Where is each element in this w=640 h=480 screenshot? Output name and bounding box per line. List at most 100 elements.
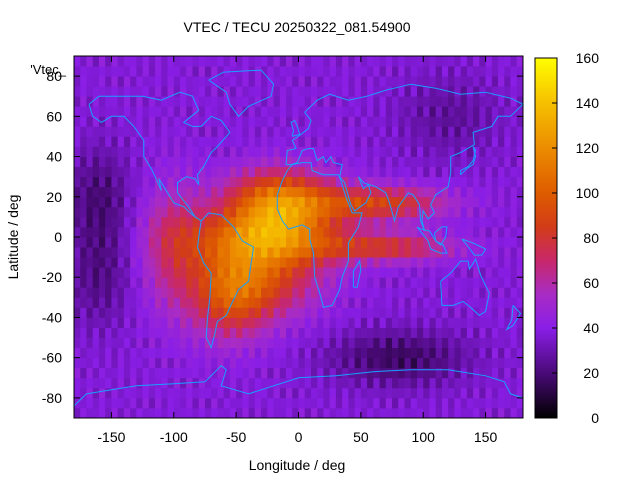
heatmap-cell [142, 247, 150, 258]
heatmap-cell [279, 237, 287, 248]
heatmap-cell [286, 327, 293, 338]
heatmap-cell [354, 146, 362, 157]
heatmap-cell [130, 136, 137, 147]
heatmap-cell [435, 397, 443, 409]
heatmap-cell [217, 66, 225, 77]
heatmap-cell [373, 96, 380, 107]
heatmap-cell [292, 126, 299, 137]
heatmap-cell [148, 407, 156, 419]
heatmap-cell [304, 377, 312, 389]
heatmap-cell [348, 86, 356, 97]
heatmap-cell [473, 347, 480, 359]
heatmap-cell [136, 277, 143, 288]
heatmap-cell [198, 86, 206, 97]
heatmap-cell [448, 66, 455, 77]
heatmap-cell [74, 226, 81, 238]
heatmap-cell [261, 327, 268, 338]
heatmap-cell [80, 377, 87, 389]
heatmap-cell [130, 216, 137, 228]
heatmap-cell [504, 297, 511, 308]
heatmap-cell [236, 237, 243, 248]
heatmap-cell [254, 206, 262, 218]
heatmap-cell [86, 226, 94, 238]
heatmap-cell [217, 96, 225, 107]
heatmap-cell [98, 86, 106, 97]
heatmap-cell [204, 86, 212, 97]
heatmap-cell [410, 196, 418, 208]
heatmap-cell [173, 96, 181, 107]
heatmap-cell [423, 66, 430, 77]
heatmap-cell [192, 136, 200, 147]
heatmap-cell [516, 196, 524, 208]
heatmap-cell [298, 86, 306, 97]
heatmap-cell [335, 206, 343, 218]
heatmap-cell [192, 247, 200, 258]
heatmap-cell [198, 146, 206, 157]
heatmap-cell [404, 196, 412, 208]
heatmap-cell [348, 56, 356, 67]
heatmap-cell [304, 176, 312, 188]
heatmap-cell [192, 317, 200, 328]
heatmap-cell [286, 297, 293, 308]
heatmap-cell [123, 196, 131, 208]
heatmap-cell [111, 377, 119, 389]
heatmap-cell [448, 357, 455, 369]
heatmap-cell [148, 307, 156, 318]
heatmap-cell [435, 136, 443, 147]
heatmap-cell [123, 287, 131, 298]
heatmap-cell [367, 267, 374, 278]
heatmap-cell [123, 106, 131, 117]
heatmap-cell [80, 126, 87, 137]
heatmap-cell [398, 56, 405, 67]
heatmap-cell [123, 116, 131, 127]
heatmap-cell [74, 257, 81, 268]
heatmap-cell [485, 96, 493, 107]
heatmap-cell [335, 176, 343, 188]
heatmap-cell [242, 156, 250, 168]
heatmap-cell [155, 96, 162, 107]
heatmap-cell [86, 216, 94, 228]
heatmap-cell [136, 166, 143, 178]
heatmap-cell [398, 317, 405, 328]
heatmap-cell [261, 247, 268, 258]
heatmap-cell [136, 407, 143, 419]
heatmap-cell [192, 66, 200, 77]
heatmap-cell [323, 96, 331, 107]
heatmap-cell [248, 407, 256, 419]
heatmap-cell [80, 106, 87, 117]
heatmap-cell [211, 216, 218, 228]
heatmap-cell [92, 347, 100, 359]
heatmap-cell [229, 287, 237, 298]
heatmap-cell [310, 247, 318, 258]
heatmap-cell [292, 146, 299, 157]
heatmap-cell [142, 287, 150, 298]
key-label: 'Vtec_ [30, 62, 66, 77]
heatmap-cell [161, 196, 168, 208]
heatmap-cell [148, 317, 156, 328]
heatmap-cell [136, 186, 143, 198]
heatmap-cell [360, 377, 368, 389]
heatmap-cell [441, 86, 449, 97]
heatmap-cell [242, 247, 250, 258]
heatmap-cell [123, 247, 131, 258]
heatmap-cell [385, 56, 393, 67]
heatmap-cell [516, 297, 524, 308]
heatmap-cell [229, 377, 237, 389]
heatmap-cell [123, 327, 131, 338]
heatmap-cell [385, 277, 393, 288]
heatmap-cell [236, 176, 243, 188]
heatmap-cell [136, 136, 143, 147]
heatmap-cell [292, 307, 299, 318]
heatmap-cell [504, 327, 511, 338]
heatmap-cell [448, 216, 455, 228]
heatmap-cell [441, 267, 449, 278]
heatmap-cell [192, 307, 200, 318]
heatmap-cell [254, 257, 262, 268]
heatmap-cell [292, 387, 299, 399]
heatmap-cell [516, 126, 524, 137]
heatmap-cell [460, 66, 468, 77]
heatmap-cell [229, 136, 237, 147]
heatmap-cell [342, 287, 349, 298]
heatmap-cell [398, 216, 405, 228]
heatmap-cell [304, 397, 312, 409]
